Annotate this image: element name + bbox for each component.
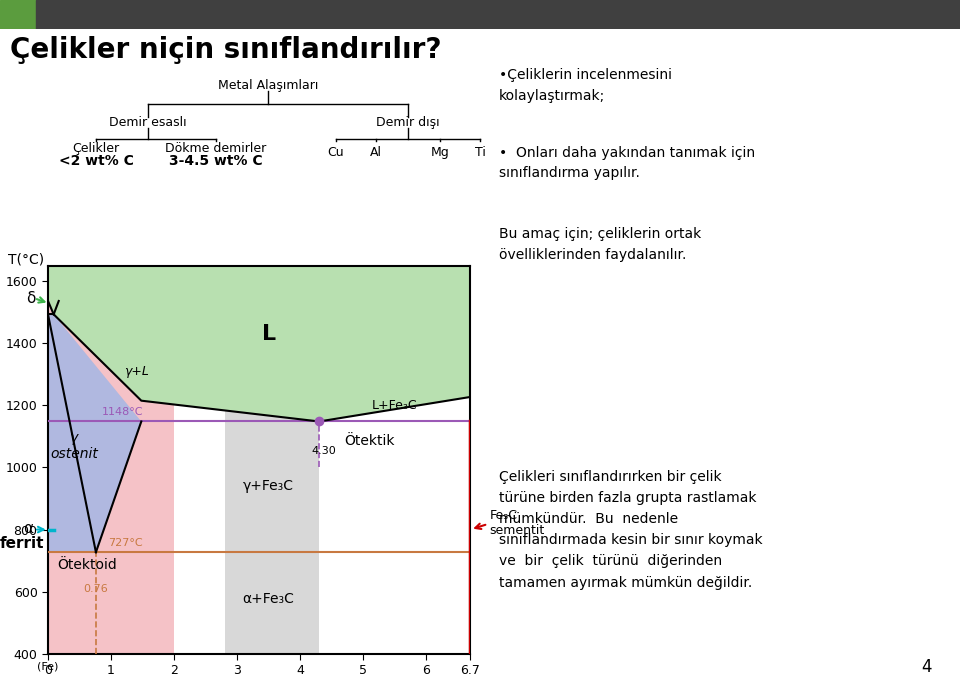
Text: γ+L: γ+L xyxy=(124,364,149,378)
Bar xyxy=(0,0,36,29)
Text: Demir dışı: Demir dışı xyxy=(376,116,440,129)
Polygon shape xyxy=(48,266,470,422)
Text: L+Fe₃C: L+Fe₃C xyxy=(372,399,418,412)
Text: (Fe): (Fe) xyxy=(37,661,59,671)
Text: Ti: Ti xyxy=(474,146,486,159)
Text: Fe₃C
sementit: Fe₃C sementit xyxy=(490,509,544,537)
Text: δ: δ xyxy=(26,291,35,306)
Text: Cu: Cu xyxy=(327,146,345,159)
Text: α: α xyxy=(23,521,33,536)
Text: Dökme demirler: Dökme demirler xyxy=(165,142,267,155)
Text: γ+Fe₃C: γ+Fe₃C xyxy=(243,479,294,493)
Text: L: L xyxy=(261,324,276,344)
Text: Çelikleri sınıflandırırken bir çelik
türüne birden fazla grupta rastlamak
mümkün: Çelikleri sınıflandırırken bir çelik tür… xyxy=(499,470,763,590)
Text: Demir esaslı: Demir esaslı xyxy=(109,116,187,129)
Text: Ötektoid: Ötektoid xyxy=(58,558,117,572)
Polygon shape xyxy=(48,266,174,654)
Text: •Çeliklerin incelenmesini
kolaylaştırmak;: •Çeliklerin incelenmesini kolaylaştırmak… xyxy=(499,68,672,103)
Text: 1148°C: 1148°C xyxy=(102,407,143,417)
Text: Ötektik: Ötektik xyxy=(345,434,395,448)
Text: 3-4.5 wt% C: 3-4.5 wt% C xyxy=(169,155,263,168)
Text: 4: 4 xyxy=(922,659,931,676)
Text: Çelikler: Çelikler xyxy=(72,142,120,155)
Text: α+Fe₃C: α+Fe₃C xyxy=(243,592,295,606)
Text: 727°C: 727°C xyxy=(108,538,142,548)
Text: Mg: Mg xyxy=(431,146,449,159)
Text: ferrit: ferrit xyxy=(0,536,44,551)
Text: Çelikler niçin sınıflandırılır?: Çelikler niçin sınıflandırılır? xyxy=(10,36,441,65)
Text: Al: Al xyxy=(370,146,382,159)
Text: γ
ostenit: γ ostenit xyxy=(51,430,99,461)
Polygon shape xyxy=(225,266,319,654)
Text: Bu amaç için; çeliklerin ortak
övelliklerinden faydalanılır.: Bu amaç için; çeliklerin ortak övellikle… xyxy=(499,227,702,262)
Polygon shape xyxy=(48,315,141,552)
Text: •  Onları daha yakından tanımak için
sınıflandırma yapılır.: • Onları daha yakından tanımak için sını… xyxy=(499,146,756,180)
Text: Metal Alaşımları: Metal Alaşımları xyxy=(218,80,318,93)
Text: <2 wt% C: <2 wt% C xyxy=(59,155,133,168)
Text: T(°C): T(°C) xyxy=(8,252,44,266)
Text: 0.76: 0.76 xyxy=(84,584,108,594)
Text: 4.30: 4.30 xyxy=(312,445,337,456)
